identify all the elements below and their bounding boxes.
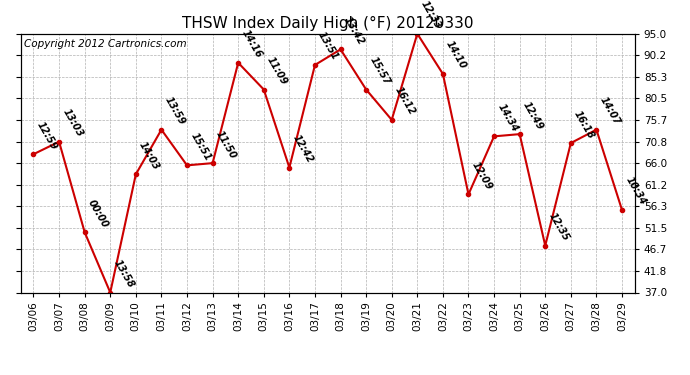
Text: 14:07: 14:07 <box>598 95 622 127</box>
Text: 12:33: 12:33 <box>419 0 443 31</box>
Text: 11:50: 11:50 <box>214 129 238 160</box>
Text: 16:12: 16:12 <box>393 86 417 117</box>
Text: 00:00: 00:00 <box>86 198 110 230</box>
Text: 12:49: 12:49 <box>521 100 545 131</box>
Text: 14:10: 14:10 <box>444 39 469 71</box>
Text: 14:34: 14:34 <box>495 102 520 134</box>
Text: 13:42: 13:42 <box>342 15 366 46</box>
Text: 10:34: 10:34 <box>623 176 647 207</box>
Title: THSW Index Daily High (°F) 20120330: THSW Index Daily High (°F) 20120330 <box>182 16 473 31</box>
Text: 13:51: 13:51 <box>316 30 340 62</box>
Text: 15:51: 15:51 <box>188 131 213 163</box>
Text: 12:59: 12:59 <box>35 120 59 152</box>
Text: 13:58: 13:58 <box>112 258 136 290</box>
Text: 13:03: 13:03 <box>61 107 85 139</box>
Text: 13:59: 13:59 <box>163 95 187 127</box>
Text: Copyright 2012 Cartronics.com: Copyright 2012 Cartronics.com <box>23 39 186 49</box>
Text: 15:57: 15:57 <box>368 55 392 87</box>
Text: 12:35: 12:35 <box>546 211 571 243</box>
Text: 12:42: 12:42 <box>290 133 315 165</box>
Text: 14:03: 14:03 <box>137 140 161 171</box>
Text: 16:18: 16:18 <box>572 108 596 140</box>
Text: 12:09: 12:09 <box>470 160 494 192</box>
Text: 14:16: 14:16 <box>239 28 264 60</box>
Text: 11:09: 11:09 <box>265 55 289 87</box>
